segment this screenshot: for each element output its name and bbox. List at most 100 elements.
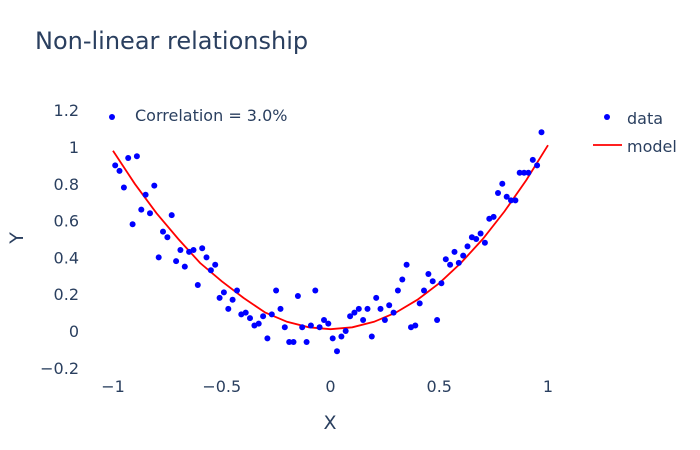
data-point xyxy=(307,322,314,329)
data-point xyxy=(473,236,480,242)
data-point xyxy=(325,320,332,327)
data-point xyxy=(129,221,136,228)
data-point xyxy=(177,247,184,253)
correlation-annotation: Correlation = 3.0% xyxy=(135,106,287,125)
x-tick-label: −0.5 xyxy=(202,377,241,396)
data-point xyxy=(164,234,171,241)
data-point xyxy=(403,261,410,268)
legend-data-label[interactable]: data xyxy=(627,109,663,128)
data-point xyxy=(290,339,297,345)
data-point xyxy=(381,317,388,323)
legend-model-label[interactable]: model xyxy=(627,137,677,156)
data-point xyxy=(255,320,262,327)
data-point xyxy=(147,210,153,217)
data-point xyxy=(116,167,123,174)
data-point xyxy=(394,287,401,294)
data-point xyxy=(455,259,462,266)
data-point xyxy=(429,278,436,285)
data-point xyxy=(516,169,523,176)
data-point xyxy=(499,180,506,187)
data-point xyxy=(521,169,528,176)
data-point xyxy=(464,243,471,250)
annotation-marker xyxy=(109,114,115,120)
data-point xyxy=(503,193,510,200)
data-point xyxy=(142,191,149,198)
data-point xyxy=(294,293,301,299)
data-point xyxy=(538,129,545,136)
data-point xyxy=(373,294,380,301)
data-point xyxy=(312,287,319,294)
data-point xyxy=(481,239,488,246)
chart-title: Non-linear relationship xyxy=(35,27,308,55)
y-axis-title: Y xyxy=(6,232,28,245)
data-point xyxy=(512,197,519,204)
data-point xyxy=(303,339,310,345)
data-point xyxy=(264,335,271,342)
data-point xyxy=(495,190,501,196)
data-point xyxy=(334,348,340,355)
y-tick-label: 0.8 xyxy=(54,175,79,194)
data-point xyxy=(377,305,384,312)
data-point xyxy=(442,256,449,263)
y-axis-ticks: −0.2 0 0.2 0.4 0.6 0.8 1 1.2 xyxy=(40,101,79,378)
data-point xyxy=(203,254,210,261)
data-point xyxy=(168,212,175,219)
data-point xyxy=(360,317,367,323)
data-point xyxy=(529,156,536,163)
data-point xyxy=(525,169,532,176)
data-point xyxy=(281,324,288,331)
x-tick-label: −1 xyxy=(101,377,125,396)
data-point xyxy=(416,300,423,307)
data-point xyxy=(133,153,140,160)
data-point xyxy=(438,280,445,287)
data-point xyxy=(268,311,275,318)
y-tick-label: 1.2 xyxy=(54,101,79,120)
annotation-group: Correlation = 3.0% xyxy=(109,106,287,125)
plot-area xyxy=(112,129,549,355)
data-point xyxy=(412,322,419,329)
data-point xyxy=(451,248,458,255)
data-point xyxy=(425,271,432,277)
y-tick-label: 0.4 xyxy=(54,248,79,267)
data-point xyxy=(421,287,427,294)
data-point xyxy=(534,162,541,169)
data-point xyxy=(229,296,236,303)
data-point xyxy=(399,276,406,283)
y-tick-label: −0.2 xyxy=(40,359,79,378)
data-point xyxy=(173,258,180,265)
x-tick-label: 0.5 xyxy=(427,377,452,396)
data-point xyxy=(242,309,249,316)
legend[interactable]: data model xyxy=(593,109,677,156)
y-tick-label: 0 xyxy=(69,322,79,341)
data-point xyxy=(299,324,306,331)
x-tick-label: 1 xyxy=(543,377,553,396)
data-point xyxy=(273,287,280,294)
data-point xyxy=(386,302,393,309)
data-point xyxy=(390,309,397,316)
data-point xyxy=(151,182,158,189)
x-axis-title: X xyxy=(323,412,336,434)
x-tick-label: 0 xyxy=(325,377,335,396)
data-point xyxy=(460,252,467,259)
data-point xyxy=(138,206,145,213)
y-tick-label: 1 xyxy=(69,138,79,157)
data-point xyxy=(347,313,354,320)
data-point xyxy=(225,305,232,312)
data-point xyxy=(199,245,206,252)
data-point xyxy=(112,162,119,169)
data-point xyxy=(190,247,197,253)
legend-data-marker xyxy=(604,114,610,120)
data-point xyxy=(160,228,166,235)
data-point xyxy=(368,333,375,340)
data-point xyxy=(155,254,162,261)
data-point xyxy=(194,282,201,288)
data-point xyxy=(364,305,371,312)
data-point xyxy=(338,333,345,340)
data-point xyxy=(351,309,358,316)
data-point xyxy=(329,335,336,342)
data-point xyxy=(490,213,497,220)
data-point xyxy=(125,155,132,161)
model-line xyxy=(112,144,549,331)
data-point xyxy=(434,317,441,323)
